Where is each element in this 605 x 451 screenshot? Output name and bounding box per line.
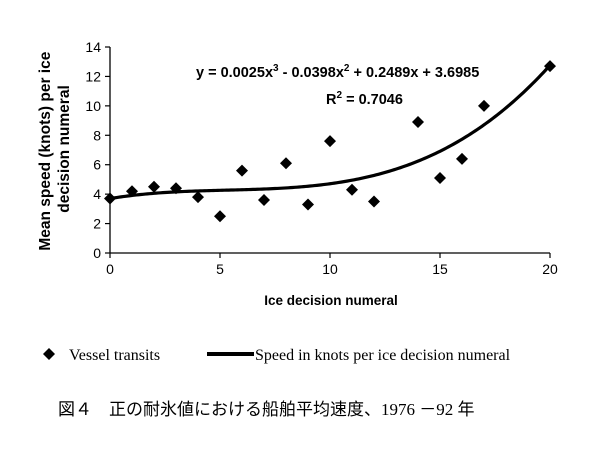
trendline-equation: y = 0.0025x3 - 0.0398x2 + 0.2489x + 3.69… — [196, 63, 479, 81]
data-point — [214, 210, 226, 223]
figure-caption: 図４ 正の耐氷値における船舶平均速度、1976 －92 年 — [58, 400, 475, 419]
data-point — [478, 99, 490, 112]
y-tick-label: 6 — [93, 157, 101, 173]
y-tick-label: 12 — [85, 68, 101, 84]
x-tick-label: 20 — [542, 261, 558, 277]
y-tick-label: 8 — [93, 127, 101, 143]
x-tick-label: 5 — [216, 261, 224, 277]
legend-diamond-icon — [43, 348, 55, 360]
data-point — [324, 135, 336, 148]
data-point — [258, 194, 270, 207]
x-tick-label: 15 — [432, 261, 448, 277]
y-tick-label: 2 — [93, 216, 101, 232]
data-point — [148, 180, 160, 193]
data-point — [456, 152, 468, 165]
y-tick-label: 14 — [85, 39, 101, 55]
data-point — [346, 183, 358, 196]
data-point — [280, 157, 292, 170]
r-squared-label: R2 = 0.7046 — [326, 90, 403, 108]
trendline-group — [109, 64, 552, 201]
data-point — [434, 171, 446, 184]
data-points — [104, 60, 556, 223]
legend: Vessel transits Speed in knots per ice d… — [43, 347, 511, 364]
data-point — [192, 191, 204, 204]
y-tick-label: 10 — [85, 98, 101, 114]
y-axis-ticks: 0 2 4 6 8 10 12 14 — [85, 39, 110, 261]
y-tick-label: 4 — [93, 186, 101, 202]
trendline — [109, 64, 552, 201]
x-tick-label: 0 — [106, 261, 114, 277]
data-point — [302, 198, 314, 211]
x-axis-title: Ice decision numeral — [264, 293, 398, 308]
data-point — [368, 195, 380, 208]
data-point — [126, 185, 138, 198]
data-point — [544, 60, 556, 73]
data-point — [412, 116, 424, 129]
x-axis-ticks: 0 5 10 15 20 — [106, 253, 558, 277]
data-point — [170, 182, 182, 195]
y-axis-title: Mean speed (knots) per ice decision nume… — [37, 47, 73, 250]
legend-label-speed-trendline: Speed in knots per ice decision numeral — [255, 347, 511, 364]
x-tick-label: 10 — [322, 261, 338, 277]
data-point — [236, 164, 248, 177]
y-tick-label: 0 — [93, 245, 101, 261]
data-point — [104, 192, 116, 205]
legend-label-vessel-transits: Vessel transits — [69, 347, 160, 364]
